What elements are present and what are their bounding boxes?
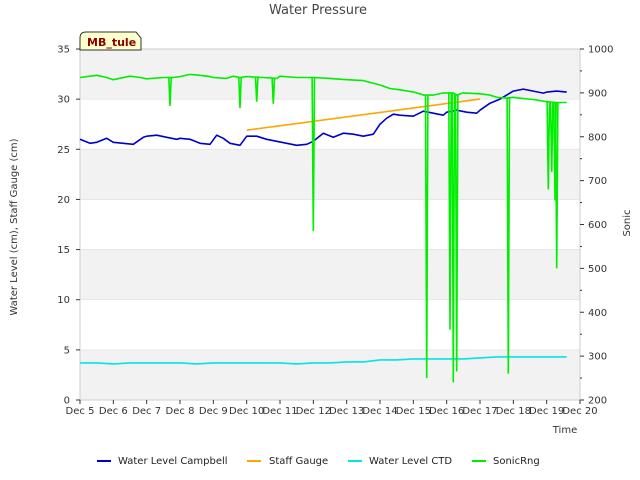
- y-axis-right: 200 300 400 500 600 700 800 900 1000: [580, 45, 613, 407]
- chart-title: Water Pressure: [269, 3, 367, 18]
- y-tick-label: 0: [64, 396, 70, 407]
- x-tick-label: Dec 12: [296, 406, 331, 417]
- x-tick-label: Dec 17: [462, 406, 497, 417]
- x-tick-label: Dec 20: [562, 406, 597, 417]
- x-tick-label: Dec 11: [262, 406, 297, 417]
- y-tick-label: 15: [57, 245, 70, 256]
- series-layer: [79, 73, 567, 383]
- x-tick-label: Dec 5: [66, 406, 95, 417]
- x-tick-label: Dec 14: [362, 406, 397, 417]
- y-axis-title: Water Level (cm), Staff Gauge (cm): [9, 138, 20, 315]
- sonicrng-spike: [447, 92, 453, 330]
- series-line-water-level-ctd: [80, 356, 567, 365]
- y2-tick-label: 500: [588, 264, 607, 275]
- y-tick-label: 35: [57, 45, 70, 56]
- plot-frame-rect: [79, 48, 581, 401]
- y2-tick-label: 600: [588, 220, 607, 231]
- x-tick-label: Dec 19: [529, 406, 564, 417]
- x-tick-label: Dec 9: [199, 406, 228, 417]
- y2-tick-label: 200: [588, 396, 607, 407]
- background-band: [80, 49, 580, 100]
- x-tick-label: Dec 8: [166, 406, 195, 417]
- x-tick-label: Dec 15: [396, 406, 431, 417]
- x-tick-label: Dec 6: [99, 406, 128, 417]
- x-tick-label: Dec 13: [329, 406, 364, 417]
- sonicrng-spike: [549, 102, 554, 172]
- y2-tick-label: 300: [588, 352, 607, 363]
- y2-tick-label: 800: [588, 132, 607, 143]
- sonicrng-spike: [424, 95, 429, 379]
- y2-axis-title: Sonic: [622, 209, 633, 236]
- sonicrng-spike: [271, 78, 276, 104]
- x-axis-title: Time: [552, 425, 577, 436]
- x-tick-label: Dec 7: [132, 406, 161, 417]
- x-tick-label: Dec 10: [229, 406, 264, 417]
- y2-tick-label: 1000: [588, 45, 613, 56]
- y-axis-left: 0 5 10 15 20 25 30 35: [57, 45, 80, 407]
- background-band: [80, 349, 580, 400]
- legend: Water Level Campbell Staff Gauge Water L…: [97, 456, 540, 467]
- legend-label-water-level-campbell: Water Level Campbell: [118, 456, 228, 467]
- sonicrng-spike: [238, 77, 242, 109]
- site-label-box: MB_tule: [79, 31, 142, 51]
- series-line-water-level-campbell: [79, 88, 567, 147]
- background-band: [80, 149, 580, 200]
- y2-tick-label: 400: [588, 308, 607, 319]
- y2-tick-label: 900: [588, 88, 607, 99]
- legend-label-sonicrng: SonicRng: [493, 456, 540, 467]
- y2-tick-label: 700: [588, 176, 607, 187]
- y-tick-label: 5: [64, 345, 70, 356]
- legend-label-staff-gauge: Staff Gauge: [269, 456, 328, 467]
- plot-frame: [79, 48, 581, 401]
- sonicrng-spike: [454, 95, 459, 372]
- series-line-sonicrng: [79, 73, 567, 104]
- sonicrng-spike: [311, 77, 316, 232]
- sonicrng-spike: [546, 101, 551, 190]
- y-tick-label: 30: [57, 95, 70, 106]
- y-tick-label: 20: [57, 195, 70, 206]
- background-band: [80, 249, 580, 300]
- sonicrng-spike: [451, 92, 456, 383]
- background-bands: [80, 48, 580, 401]
- sonicrng-spike: [554, 102, 559, 269]
- sonicrng-spike: [168, 77, 172, 107]
- y-tick-label: 10: [57, 295, 70, 306]
- sonicrng-spike: [254, 77, 259, 102]
- x-tick-label: Dec 16: [429, 406, 464, 417]
- y-tick-label: 25: [57, 145, 70, 156]
- legend-label-water-level-ctd: Water Level CTD: [369, 456, 452, 467]
- site-label: MB_tule: [87, 36, 136, 49]
- series-line-staff-gauge: [246, 98, 481, 131]
- sonicrng-spike: [506, 97, 511, 374]
- x-tick-label: Dec 18: [496, 406, 531, 417]
